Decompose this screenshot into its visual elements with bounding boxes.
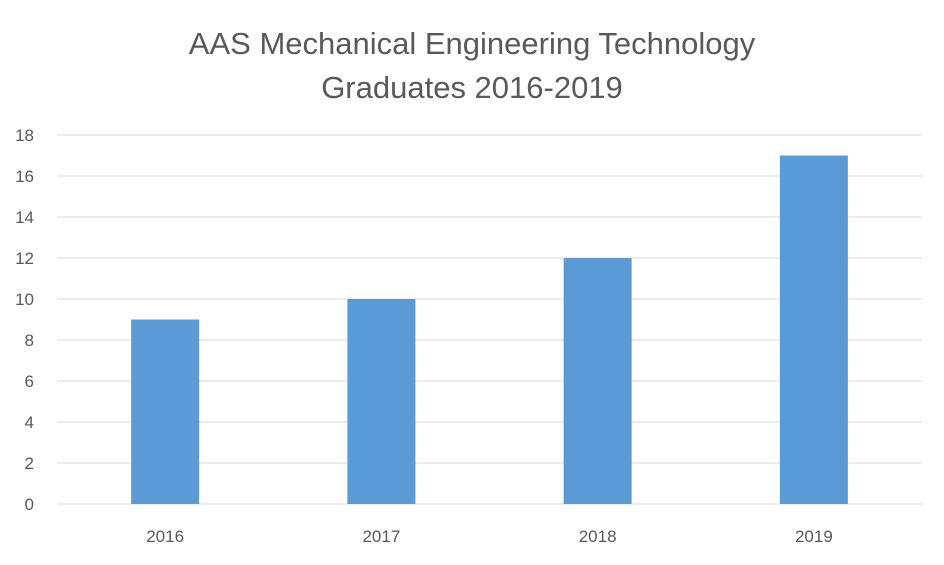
y-tick-label: 0 bbox=[25, 495, 34, 514]
x-tick-label: 2018 bbox=[579, 527, 617, 546]
x-tick-label: 2019 bbox=[795, 527, 833, 546]
y-tick-label: 6 bbox=[25, 372, 34, 391]
y-tick-label: 8 bbox=[25, 331, 34, 350]
bar-2019 bbox=[779, 155, 848, 504]
chart-title-line-2: Graduates 2016-2019 bbox=[321, 70, 623, 105]
y-tick-label: 2 bbox=[25, 454, 34, 473]
x-tick-label: 2016 bbox=[146, 527, 184, 546]
y-tick-label: 16 bbox=[15, 167, 34, 186]
y-tick-label: 14 bbox=[15, 208, 34, 227]
x-axis-ticks: 2016 2017 2018 2019 bbox=[146, 527, 833, 546]
gridlines bbox=[57, 134, 922, 505]
y-tick-label: 12 bbox=[15, 249, 34, 268]
y-tick-label: 18 bbox=[15, 126, 34, 145]
y-axis-ticks: 0 2 4 6 8 10 12 14 16 18 bbox=[15, 126, 34, 514]
bar-2017 bbox=[347, 299, 416, 504]
bar-2016 bbox=[131, 319, 200, 504]
y-tick-label: 10 bbox=[15, 290, 34, 309]
x-tick-label: 2017 bbox=[362, 527, 400, 546]
y-tick-label: 4 bbox=[25, 413, 34, 432]
chart-title-line-1: AAS Mechanical Engineering Technology bbox=[188, 26, 756, 61]
bar-2018 bbox=[563, 258, 632, 504]
bars bbox=[131, 155, 848, 504]
